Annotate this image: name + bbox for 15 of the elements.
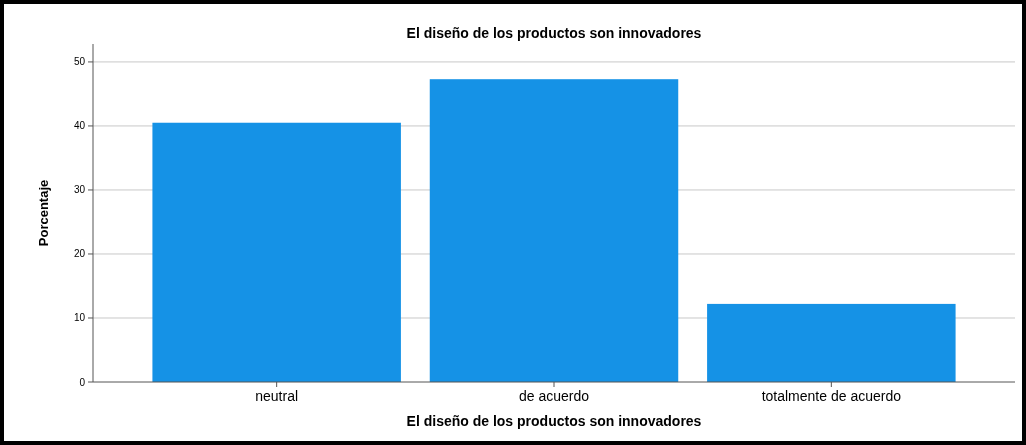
y-tick-label: 40 <box>73 120 86 132</box>
bar <box>152 122 401 382</box>
x-tick-label: neutral <box>255 388 299 404</box>
y-tick-label: 50 <box>73 56 86 68</box>
y-tick-label: 20 <box>73 248 86 260</box>
y-tick-label: 10 <box>73 312 86 324</box>
x-tick-label: de acuerdo <box>518 388 590 404</box>
bar <box>707 303 956 382</box>
y-axis-title: Porcentaje <box>36 179 51 247</box>
bar <box>429 79 679 382</box>
y-tick-label: 30 <box>73 184 86 196</box>
y-tick-label: 0 <box>79 376 86 388</box>
chart-title: El diseño de los productos son innovadores <box>406 25 702 41</box>
x-tick-label: totalmente de acuerdo <box>761 388 902 404</box>
x-axis-title: El diseño de los productos son innovadores <box>406 413 702 429</box>
